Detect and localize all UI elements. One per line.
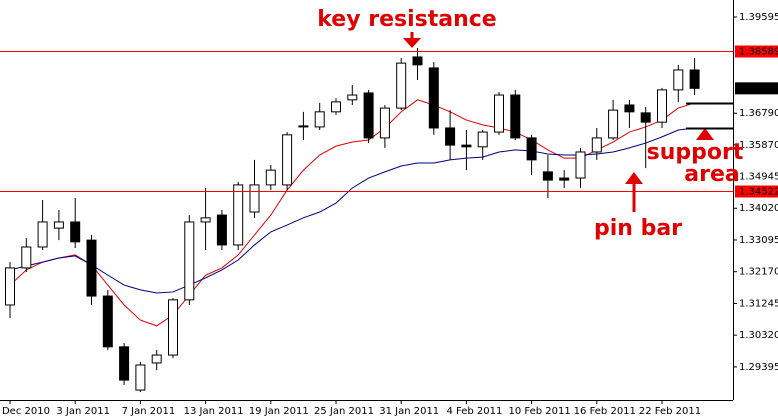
- y-tick-label: 1.29395: [739, 362, 778, 373]
- candle-body: [510, 94, 521, 139]
- candle-body: [347, 94, 358, 101]
- candle-body: [37, 221, 48, 248]
- candle-body: [559, 177, 570, 181]
- candle-body: [184, 221, 195, 301]
- x-tick-label: 13 Jan 2011: [184, 406, 244, 417]
- price-label: 1.34522: [739, 187, 778, 198]
- candle-body: [265, 169, 276, 186]
- candle-body: [412, 56, 423, 66]
- arrow: [625, 172, 643, 184]
- arrow: [696, 128, 714, 140]
- y-tick-label: 1.33095: [739, 235, 778, 246]
- x-tick-label: 10 Feb 2011: [508, 406, 570, 417]
- y-tick-label: 1.36790: [739, 108, 778, 119]
- y-tick-label: 1.34020: [739, 203, 778, 214]
- y-tick-label: 1.35870: [739, 140, 778, 151]
- candle-body: [249, 184, 260, 213]
- candle-body: [331, 101, 341, 113]
- x-tick-label: 25 Jan 2011: [314, 406, 374, 417]
- candle-body: [526, 137, 537, 161]
- candle-body: [445, 127, 456, 146]
- candle-body: [119, 346, 130, 381]
- candle-body: [53, 221, 64, 229]
- candle-body: [428, 67, 439, 129]
- x-tick-label: 3 Jan 2011: [56, 406, 110, 417]
- candle-body: [591, 137, 602, 153]
- candle-body: [86, 239, 97, 297]
- candle-body: [298, 125, 309, 128]
- x-tick-label: 31 Jan 2011: [379, 406, 439, 417]
- candle-body: [363, 92, 374, 139]
- candle-body: [657, 89, 667, 123]
- candle-body: [70, 221, 81, 243]
- candle-body: [640, 112, 651, 123]
- x-tick-label: 23 Dec 2010: [0, 406, 50, 417]
- candle-body: [314, 111, 325, 128]
- candle-body: [151, 354, 162, 364]
- current-price-label: 1.37515: [739, 83, 778, 94]
- arrow: [403, 38, 421, 48]
- annotation: area: [684, 162, 739, 187]
- candle-body: [102, 295, 113, 348]
- current-price-box: [735, 82, 778, 95]
- x-tick-label: 22 Feb 2011: [639, 406, 701, 417]
- candle-body: [168, 299, 178, 356]
- x-tick-label: 19 Jan 2011: [249, 406, 309, 417]
- y-tick-label: 1.30320: [739, 330, 778, 341]
- candle-body: [608, 109, 619, 139]
- candle-body: [689, 69, 700, 89]
- candle-body: [233, 184, 244, 246]
- y-tick-label: 1.31245: [739, 298, 778, 309]
- annotations: key resistance support area pin bar: [317, 7, 744, 241]
- candle-body: [216, 214, 227, 246]
- candle-body: [673, 69, 684, 91]
- plot-area: [5, 48, 700, 393]
- candle-body: [282, 134, 293, 186]
- candle-body: [379, 107, 390, 139]
- x-tick-label: 7 Jan 2011: [122, 406, 176, 417]
- y-tick-label: 1.34945: [739, 172, 778, 183]
- annotation: support: [647, 140, 744, 165]
- price-label: 1.38589: [739, 47, 778, 58]
- y-tick-label: 1.39595: [739, 12, 778, 23]
- annotation: pin bar: [594, 216, 682, 241]
- x-tick-label: 16 Feb 2011: [574, 406, 636, 417]
- price-label-box: [735, 185, 778, 198]
- candle-body: [575, 151, 586, 179]
- candle-body: [396, 62, 407, 109]
- candle-body: [461, 144, 472, 148]
- candle-body: [5, 267, 15, 306]
- candle-body: [494, 94, 504, 133]
- y-tick-label: 1.32170: [739, 267, 778, 278]
- annotation: key resistance: [317, 7, 496, 32]
- candle-body: [21, 246, 32, 269]
- candle-body: [624, 104, 635, 113]
- candle-body: [477, 131, 488, 148]
- x-tick-label: 4 Feb 2011: [446, 406, 502, 417]
- price-label-box: [735, 45, 778, 58]
- candle-body: [200, 217, 211, 223]
- candle-body: [135, 364, 146, 391]
- candle-body: [542, 171, 553, 181]
